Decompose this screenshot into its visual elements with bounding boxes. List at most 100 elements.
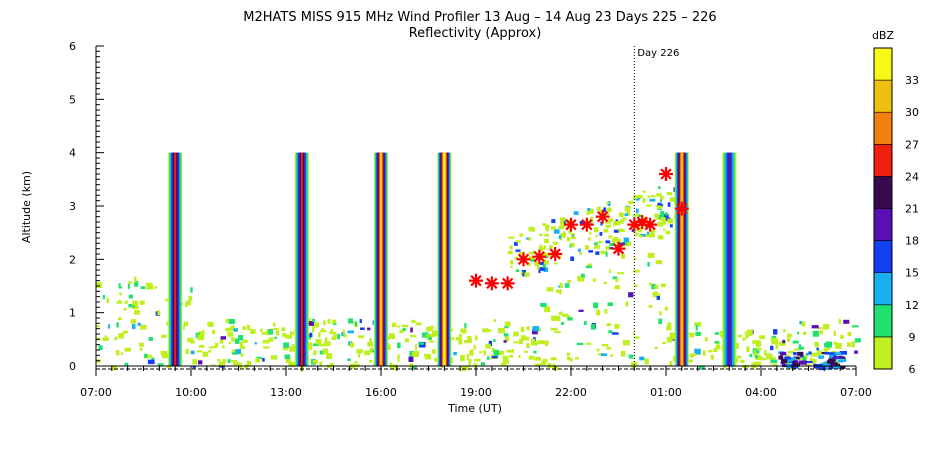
reflectivity-cell (605, 251, 608, 257)
reflectivity-cell (637, 194, 643, 199)
reflectivity-cell (285, 334, 293, 339)
reflectivity-cell (595, 234, 598, 237)
reflectivity-cell (634, 257, 637, 260)
reflectivity-cell (596, 309, 601, 316)
reflectivity-cell (812, 359, 817, 363)
reflectivity-cell (571, 242, 575, 248)
reflectivity-cell (424, 353, 431, 357)
reflectivity-cell (128, 281, 133, 284)
reflectivity-cell (598, 240, 603, 244)
reflectivity-cell (220, 336, 227, 340)
reflectivity-cell (587, 263, 592, 268)
reflectivity-cell (347, 330, 354, 334)
x-tick-label: 22:00 (555, 386, 587, 399)
reflectivity-cell (662, 341, 666, 345)
reflectivity-cell (819, 330, 823, 335)
x-tick-label: 19:00 (460, 386, 492, 399)
reflectivity-cell (799, 320, 802, 325)
reflectivity-cell (543, 267, 549, 272)
reflectivity-cell (608, 269, 611, 274)
reflectivity-cell (532, 326, 540, 332)
cloud-top-marker (548, 247, 563, 261)
reflectivity-cell (797, 331, 800, 335)
reflectivity-cell (182, 325, 185, 330)
reflectivity-cell (521, 335, 526, 341)
reflectivity-cell (587, 208, 591, 211)
reflectivity-cell (161, 350, 168, 356)
reflectivity-cell (797, 357, 803, 360)
reflectivity-cell (337, 333, 340, 340)
reflectivity-cell (847, 332, 852, 337)
reflectivity-cell (770, 356, 776, 362)
cloud-top-marker (659, 167, 673, 181)
reflectivity-cell (140, 324, 147, 330)
reflectivity-cell (285, 358, 292, 363)
reflectivity-cell (116, 322, 119, 328)
reflectivity-cell (468, 359, 472, 363)
reflectivity-cell (660, 195, 664, 200)
reflectivity-cell (397, 356, 400, 362)
reflectivity-cell (773, 329, 778, 335)
colorbar-title: dBZ (872, 29, 895, 42)
axes: 0 1 2 3 4 5 6 07:00 10:00 13:00 16:00 19:00 22:00 01:… (69, 40, 872, 399)
reflectivity-cell (544, 234, 549, 237)
colorbar-frame (873, 47, 893, 370)
marker-stroke (565, 218, 577, 231)
reflectivity-cell (98, 345, 103, 350)
reflectivity-cell (570, 357, 573, 362)
reflectivity-cell (538, 269, 541, 274)
reflectivity-cell (593, 302, 598, 309)
reflectivity-cell (521, 270, 526, 273)
reflectivity-cell (759, 335, 765, 340)
reflectivity-cell (312, 318, 316, 322)
colorbar-tick-label: 6 (909, 363, 916, 376)
y-tick-label: 3 (69, 200, 76, 213)
reflectivity-cell (533, 350, 537, 354)
reflectivity-cell (770, 362, 773, 365)
reflectivity-cell (609, 243, 615, 246)
reflectivity-cell (360, 327, 365, 330)
reflectivity-cell (493, 339, 496, 342)
reflectivity-cell (836, 356, 840, 360)
reflectivity-cell (663, 228, 666, 231)
reflectivity-cell (566, 352, 570, 356)
reflectivity-cell (509, 245, 513, 250)
reflectivity-cell (268, 329, 273, 335)
reflectivity-cell (493, 319, 497, 322)
cloud-top-marker (532, 249, 547, 264)
reflectivity-cell (518, 354, 521, 358)
reflectivity-cell (775, 343, 779, 349)
reflectivity-cell (128, 304, 136, 308)
reflectivity-cell (312, 360, 318, 364)
reflectivity-cell (318, 332, 321, 338)
reflectivity-cell (464, 323, 467, 329)
reflectivity-cell (698, 365, 705, 370)
reflectivity-cell (651, 283, 656, 290)
reflectivity-cell (752, 340, 760, 345)
reflectivity-cell (116, 301, 123, 304)
reflectivity-cell (386, 344, 391, 351)
colorbar-tick-label: 18 (905, 235, 919, 248)
reflectivity-cell (654, 284, 659, 289)
reflectivity-cell (479, 351, 483, 354)
reflectivity-cell (233, 362, 240, 367)
reflectivity-cell (491, 348, 495, 353)
reflectivity-cell (547, 362, 552, 368)
reflectivity-cell (558, 235, 562, 239)
reflectivity-cell (308, 342, 313, 346)
reflectivity-cell (663, 213, 669, 218)
reflectivity-cell (570, 233, 575, 236)
reflectivity-cell (281, 327, 286, 332)
reflectivity-cell (610, 354, 614, 357)
reflectivity-cell (453, 352, 457, 356)
reflectivity-cell (814, 341, 819, 348)
reflectivity-cell (263, 346, 270, 349)
reflectivity-cell (473, 363, 478, 368)
reflectivity-cell (235, 349, 241, 355)
reflectivity-cell (118, 317, 122, 321)
reflectivity-cell (792, 361, 796, 366)
reflectivity-cell (559, 237, 562, 241)
reflectivity-cell (154, 286, 157, 289)
reflectivity-cell (666, 336, 673, 343)
reflectivity-cell (827, 359, 835, 364)
